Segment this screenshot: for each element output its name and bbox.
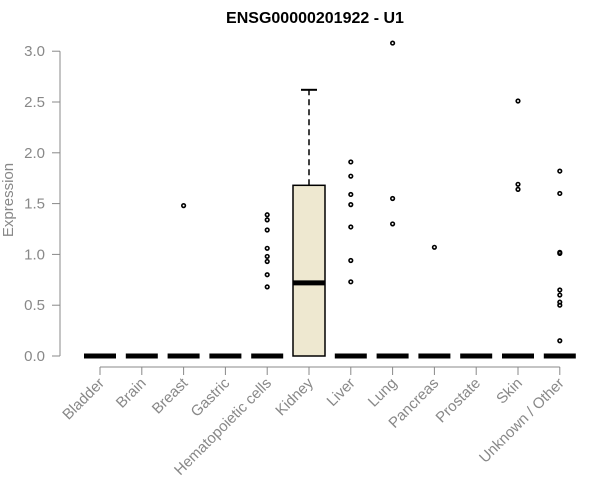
outlier-point <box>515 181 521 187</box>
box-group <box>376 40 409 359</box>
box-group <box>418 244 451 359</box>
y-tick-label: 1.5 <box>24 196 45 213</box>
outlier-point <box>348 224 354 230</box>
outlier-point <box>557 190 563 197</box>
outlier-point <box>181 203 187 209</box>
outlier-point <box>264 217 270 223</box>
chart-title: ENSG00000201922 - U1 <box>226 10 404 27</box>
plot-area <box>84 40 576 359</box>
outlier-point <box>348 191 354 198</box>
x-tick-label: Bladder <box>59 375 108 424</box>
x-tick-label: Kidney <box>272 374 317 419</box>
outlier-point <box>557 287 563 293</box>
outlier-point <box>264 245 270 251</box>
box-group <box>543 168 576 359</box>
x-tick-label: Liver <box>324 375 359 410</box>
outlier-point <box>264 258 270 265</box>
outlier-point <box>264 212 270 218</box>
x-tick-label: Skin <box>493 375 526 408</box>
outlier-point <box>348 159 354 165</box>
x-tick-label: Brain <box>113 375 150 412</box>
outlier-point <box>557 292 563 298</box>
outlier-point <box>264 284 270 290</box>
y-axis-label: Expression <box>0 163 17 237</box>
box-group <box>167 203 200 359</box>
y-tick-label: 3.0 <box>24 43 45 60</box>
box-group <box>502 98 534 359</box>
y-tick-label: 0.0 <box>24 348 45 365</box>
box <box>292 184 326 357</box>
outlier-point <box>557 299 563 305</box>
box-group <box>334 159 367 359</box>
box-group <box>292 88 326 357</box>
outlier-point <box>390 195 396 202</box>
outlier-point <box>515 186 521 192</box>
x-tick-label: Breast <box>149 374 192 417</box>
outlier-point <box>515 98 521 104</box>
box-group <box>251 212 284 359</box>
outlier-point <box>348 173 354 179</box>
y-tick-label: 1.0 <box>24 246 45 263</box>
y-tick-label: 0.5 <box>24 297 45 314</box>
outlier-point <box>557 249 563 255</box>
outlier-point <box>348 279 354 285</box>
x-tick-label: Lung <box>365 375 401 411</box>
outlier-point <box>348 202 354 208</box>
outlier-point <box>390 40 396 46</box>
outlier-point <box>264 272 270 278</box>
y-tick-label: 2.0 <box>24 145 45 162</box>
outlier-point <box>390 221 396 227</box>
y-axis: 0.0 0.5 1.0 1.5 2.0 2.5 3.0 <box>24 43 61 365</box>
outlier-point <box>557 338 563 344</box>
outlier-point <box>431 244 438 250</box>
outlier-point <box>264 227 270 233</box>
outlier-point <box>348 257 354 264</box>
y-tick-label: 2.5 <box>24 94 45 111</box>
outlier-point <box>557 168 563 174</box>
x-tick-label: Prostate <box>432 375 484 427</box>
outlier-point <box>264 253 270 260</box>
